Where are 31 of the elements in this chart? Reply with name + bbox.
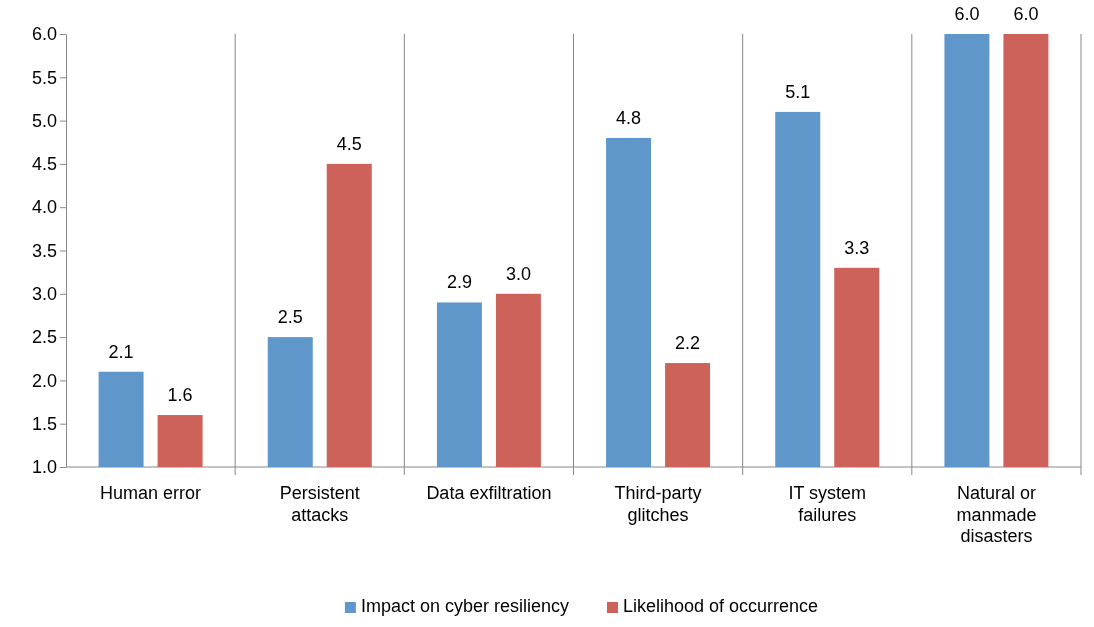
data-label: 4.8 bbox=[616, 107, 642, 128]
y-tick-label: 4.0 bbox=[31, 197, 57, 218]
legend-label: Likelihood of occurrence bbox=[622, 596, 819, 616]
data-label: 3.0 bbox=[505, 263, 531, 284]
x-tick-label: Data exfiltration bbox=[426, 483, 552, 503]
y-tick-label: 1.5 bbox=[31, 413, 57, 434]
x-tick-label: Persistent attacks bbox=[279, 483, 360, 525]
y-tick-label: 2.0 bbox=[31, 370, 57, 391]
y-tick-label: 5.0 bbox=[31, 110, 57, 131]
data-label: 2.9 bbox=[446, 272, 472, 293]
x-tick-label: Human error bbox=[100, 483, 202, 503]
data-label: 2.2 bbox=[675, 333, 701, 354]
y-tick-label: 4.5 bbox=[31, 154, 57, 175]
data-label: 6.0 bbox=[954, 4, 980, 24]
y-tick-label: 1.0 bbox=[31, 457, 57, 478]
y-tick-label: 6.0 bbox=[31, 24, 57, 45]
legend-label: Impact on cyber resiliency bbox=[360, 596, 569, 616]
data-label: 6.0 bbox=[1013, 4, 1039, 24]
data-label: 4.5 bbox=[336, 133, 362, 154]
y-tick-label: 2.5 bbox=[31, 327, 57, 348]
data-label: 2.5 bbox=[277, 307, 303, 328]
data-label: 5.1 bbox=[785, 81, 811, 102]
x-tick-label: IT system failures bbox=[788, 483, 867, 525]
y-tick-label: 5.5 bbox=[31, 67, 57, 88]
y-tick-label: 3.0 bbox=[31, 284, 57, 305]
data-label: 1.6 bbox=[167, 385, 193, 406]
x-tick-label: Natural or manmade disasters bbox=[956, 483, 1037, 547]
y-tick-label: 3.5 bbox=[31, 240, 57, 261]
x-tick-label: Third-party glitches bbox=[614, 483, 702, 525]
data-label: 2.1 bbox=[108, 341, 134, 362]
data-label: 3.3 bbox=[844, 237, 870, 258]
